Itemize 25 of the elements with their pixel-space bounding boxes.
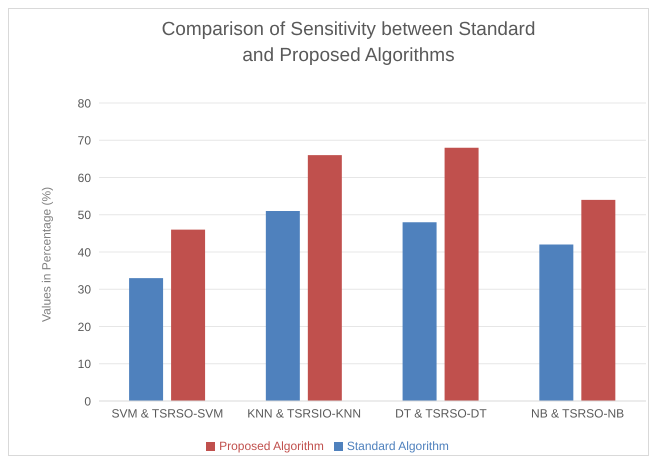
- y-tick-label: 30: [78, 282, 92, 297]
- x-tick-label: DT & TSRSO-DT: [395, 406, 488, 421]
- legend-label: Standard Algorithm: [346, 439, 449, 453]
- bar: [539, 244, 574, 401]
- bar: [444, 148, 479, 401]
- y-tick-label: 70: [78, 134, 92, 148]
- y-tick-label: 0: [84, 394, 92, 408]
- y-axis-title: Values in Percentage (%): [39, 186, 54, 322]
- x-tick-label: SVM & TSRSO-SVM: [111, 406, 224, 421]
- x-tick-label: NB & TSRSO-NB: [531, 406, 624, 421]
- y-tick-label: 50: [78, 208, 92, 222]
- bar: [129, 278, 164, 401]
- x-tick-label: KNN & TSRSIO-KNN: [247, 406, 362, 421]
- legend-label: Proposed Algorithm: [219, 439, 324, 453]
- y-tick-label: 40: [78, 245, 92, 260]
- bar: [171, 230, 206, 401]
- y-tick-label: 60: [78, 170, 92, 185]
- y-tick-label: 20: [78, 320, 92, 334]
- chart-title: Comparison of Sensitivity between Standard and Proposed Algorithms: [160, 18, 536, 68]
- bar: [402, 222, 437, 401]
- bar: [266, 211, 300, 401]
- y-tick-label: 10: [78, 357, 92, 372]
- y-tick-label: 80: [78, 96, 92, 110]
- bar: [581, 200, 616, 401]
- bar: [308, 155, 342, 401]
